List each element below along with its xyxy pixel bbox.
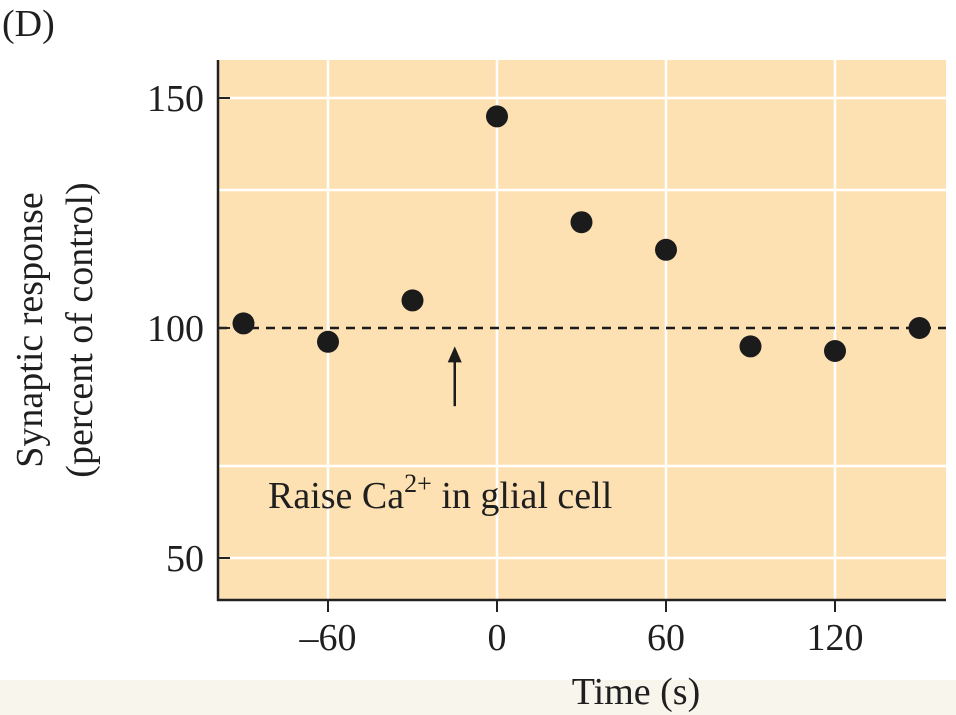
axes — [216, 60, 946, 602]
x-tick-label: 60 — [647, 617, 685, 659]
x-tick-label: 0 — [488, 617, 507, 659]
data-point — [401, 289, 424, 312]
data-point — [824, 340, 846, 362]
annotation-text-main: Raise Ca — [268, 475, 404, 517]
x-tick-label: 120 — [807, 617, 864, 659]
annotation-superscript: 2+ — [404, 469, 432, 498]
data-point — [739, 335, 762, 358]
y-axis-label-line2: (percent of control) — [59, 182, 101, 477]
annotation: Raise Ca2+ in glial cell — [268, 346, 612, 517]
y-axis-label-line1: Synaptic response — [9, 192, 51, 467]
gridlines — [218, 60, 946, 600]
annotation-arrowhead — [447, 346, 462, 363]
data-point — [317, 330, 339, 353]
y-tick-label: 100 — [147, 308, 204, 350]
data-point — [486, 105, 508, 128]
annotation-text: Raise Ca2+ in glial cell — [268, 469, 612, 517]
data-point — [570, 211, 593, 234]
data-point — [232, 312, 255, 335]
panel-label: (D) — [2, 3, 55, 45]
ticks: 50 100 150 –60 0 60 120 — [147, 78, 864, 659]
y-tick-label: 50 — [166, 538, 204, 580]
data-points — [232, 105, 931, 362]
bottom-band — [0, 680, 956, 715]
data-point — [655, 238, 677, 261]
x-tick-label: –60 — [299, 617, 357, 659]
x-axis-label: Time (s) — [572, 671, 700, 713]
data-point — [908, 317, 931, 339]
y-tick-label: 150 — [147, 78, 204, 120]
plot-background — [218, 60, 946, 600]
annotation-text-after: in glial cell — [432, 475, 612, 517]
